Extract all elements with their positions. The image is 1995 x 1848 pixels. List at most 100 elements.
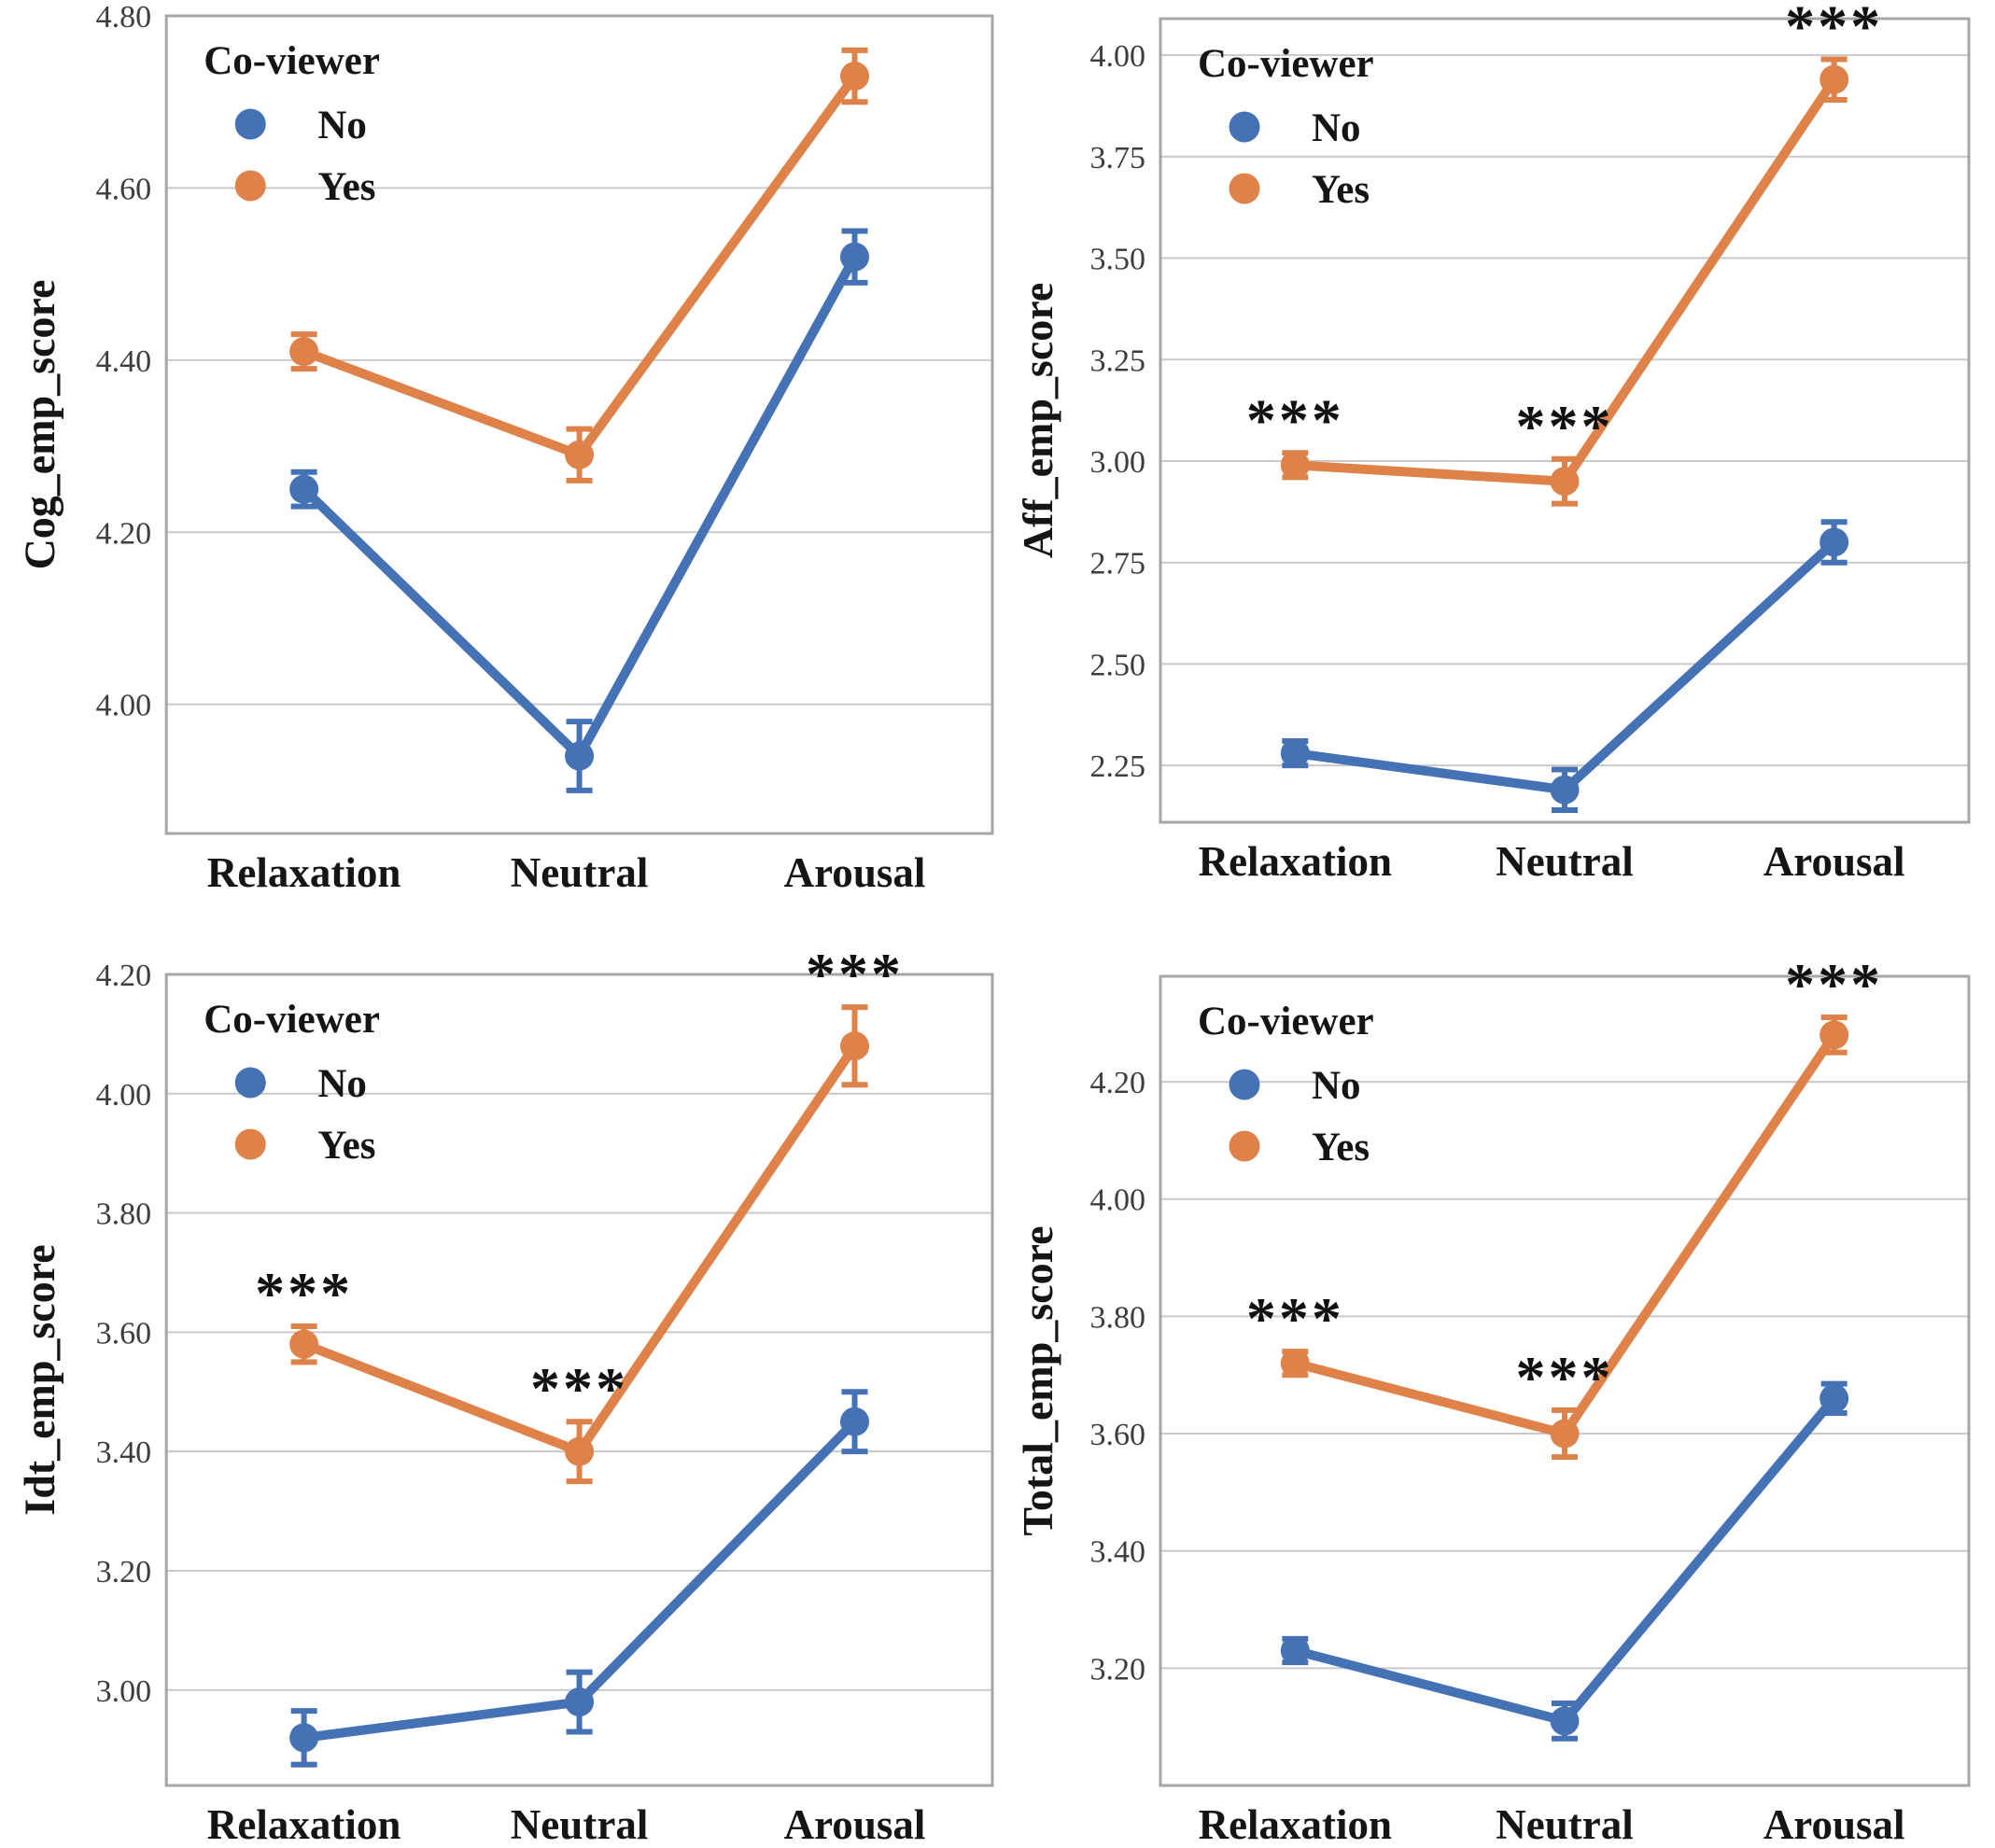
y-tick-label: 3.75 (1090, 141, 1146, 175)
y-axis-title: Total_emp_score (1014, 1225, 1061, 1535)
legend-swatch-no (1229, 1069, 1260, 1100)
y-tick-label: 4.20 (96, 959, 152, 993)
data-point-yes-neutral (565, 440, 595, 469)
legend-label-yes: Yes (317, 1124, 375, 1168)
y-tick-label: 3.50 (1090, 243, 1146, 277)
x-tick-label-arousal: Arousal (784, 1801, 926, 1848)
y-tick-label: 3.60 (1090, 1418, 1146, 1452)
y-tick-label: 4.00 (96, 1078, 152, 1113)
y-axis-title: Idt_emp_score (16, 1244, 63, 1515)
data-point-no-neutral (1550, 775, 1580, 805)
y-tick-label: 3.00 (1090, 445, 1146, 480)
x-tick-label-relaxation: Relaxation (207, 849, 401, 896)
y-tick-label: 4.00 (1090, 39, 1146, 74)
data-point-no-relaxation (289, 474, 319, 504)
x-tick-label-arousal: Arousal (1763, 838, 1905, 885)
total-emp-score-chart: 3.20 3.40 3.60 3.80 4.00 4.20 Relaxation Neutra… (998, 924, 1995, 1848)
x-tick-label-relaxation: Relaxation (207, 1801, 401, 1848)
data-point-no-neutral (1550, 1706, 1580, 1736)
y-tick-label: 4.60 (96, 172, 152, 206)
legend-swatch-no (234, 1067, 266, 1099)
y-axis-title: Aff_emp_score (1014, 283, 1061, 559)
x-tick-label-relaxation: Relaxation (1199, 1801, 1393, 1848)
legend-swatch-yes (1229, 173, 1260, 204)
total-emp-score-plot: 3.20 3.40 3.60 3.80 4.00 4.20 Relaxation Neutra… (1014, 951, 1971, 1848)
x-tick-label-relaxation: Relaxation (1199, 838, 1393, 885)
significance-marker-arousal: *** (806, 941, 904, 1007)
legend-swatch-yes (234, 1128, 266, 1160)
data-point-yes-arousal (840, 1031, 870, 1061)
data-point-no-arousal (840, 1407, 870, 1436)
legend-swatch-no (1229, 111, 1260, 143)
data-point-yes-neutral (1550, 1419, 1580, 1449)
plot-border (1159, 17, 1971, 824)
plot-border (1159, 974, 1971, 1787)
y-tick-label: 3.20 (1090, 1652, 1146, 1687)
data-point-yes-relaxation (1280, 450, 1310, 480)
data-point-yes-relaxation (1280, 1349, 1310, 1379)
significance-marker-neutral: *** (1516, 1344, 1614, 1410)
legend-title: Co-viewer (204, 39, 380, 83)
x-tick-label-arousal: Arousal (784, 849, 926, 896)
significance-marker-relaxation: *** (1246, 386, 1344, 453)
data-point-no-arousal (1819, 527, 1849, 557)
data-point-yes-arousal (1819, 64, 1849, 94)
data-point-no-relaxation (1280, 738, 1310, 768)
data-point-no-relaxation (1280, 1636, 1310, 1665)
data-point-yes-relaxation (289, 1329, 319, 1359)
x-tick-label-neutral: Neutral (1496, 838, 1633, 885)
legend-swatch-yes (1229, 1130, 1260, 1162)
legend-swatch-yes (234, 170, 266, 202)
legend-label-yes: Yes (1312, 1126, 1370, 1169)
x-tick-label-neutral: Neutral (511, 1801, 649, 1848)
legend-title: Co-viewer (1198, 42, 1374, 86)
legend-label-yes: Yes (317, 165, 375, 209)
y-tick-label: 3.60 (96, 1316, 152, 1351)
y-tick-label: 3.25 (1090, 343, 1146, 378)
y-tick-label: 4.20 (96, 516, 152, 551)
legend-title: Co-viewer (1198, 1000, 1374, 1043)
legend-label-no: No (1312, 106, 1361, 150)
significance-marker-neutral: *** (530, 1355, 628, 1421)
data-point-no-relaxation (289, 1723, 319, 1753)
y-tick-label: 3.80 (1090, 1300, 1146, 1335)
cog-emp-score-chart: 4.00 4.20 4.40 4.60 4.80 Relaxation Neutral Aro… (0, 0, 998, 924)
series-line-no (1290, 537, 1839, 795)
significance-marker-relaxation: *** (255, 1260, 353, 1326)
data-point-yes-relaxation (289, 337, 319, 367)
y-tick-label: 3.00 (96, 1674, 152, 1709)
y-tick-label: 3.40 (1090, 1535, 1146, 1570)
aff-emp-score-plot: 2.25 2.50 2.75 3.00 3.25 3.50 3.75 4.00 Relaxati… (1014, 0, 1971, 885)
significance-marker-arousal: *** (1785, 951, 1883, 1017)
y-tick-label: 2.50 (1090, 648, 1146, 682)
y-tick-label: 3.20 (96, 1555, 152, 1589)
significance-marker-arousal: *** (1785, 0, 1883, 59)
plot-border (164, 973, 994, 1787)
series-line-no (299, 252, 860, 764)
y-tick-label: 4.20 (1090, 1066, 1146, 1100)
legend-title: Co-viewer (204, 998, 380, 1042)
cog-emp-score-plot: 4.00 4.20 4.40 4.60 4.80 Relaxation Neutral Aro… (16, 0, 994, 896)
legend-label-yes: Yes (1312, 168, 1370, 212)
y-tick-label: 2.75 (1090, 547, 1146, 581)
y-tick-label: 4.00 (1090, 1183, 1146, 1218)
data-point-yes-neutral (1550, 467, 1580, 497)
y-tick-label: 2.25 (1090, 749, 1146, 784)
y-axis-title: Cog_emp_score (16, 280, 63, 570)
significance-marker-relaxation: *** (1246, 1285, 1344, 1351)
idt-emp-score-chart: 3.00 3.20 3.40 3.60 3.80 4.00 4.20 Relaxation Ne… (0, 924, 998, 1848)
data-point-yes-arousal (1819, 1020, 1849, 1050)
legend-label-no: No (317, 1062, 367, 1106)
x-tick-label-neutral: Neutral (1496, 1801, 1633, 1848)
data-point-no-neutral (565, 741, 595, 771)
x-tick-label-neutral: Neutral (511, 849, 649, 896)
aff-emp-score-chart: 2.25 2.50 2.75 3.00 3.25 3.50 3.75 4.00 Relaxati… (998, 0, 1995, 924)
data-point-no-arousal (1819, 1383, 1849, 1413)
y-tick-label: 3.40 (96, 1435, 152, 1470)
legend-label-no: No (317, 104, 367, 147)
data-point-yes-arousal (840, 62, 870, 91)
legend-label-no: No (1312, 1064, 1361, 1108)
y-tick-label: 3.80 (96, 1197, 152, 1232)
idt-emp-score-plot: 3.00 3.20 3.40 3.60 3.80 4.00 4.20 Relaxation Ne… (16, 941, 994, 1848)
